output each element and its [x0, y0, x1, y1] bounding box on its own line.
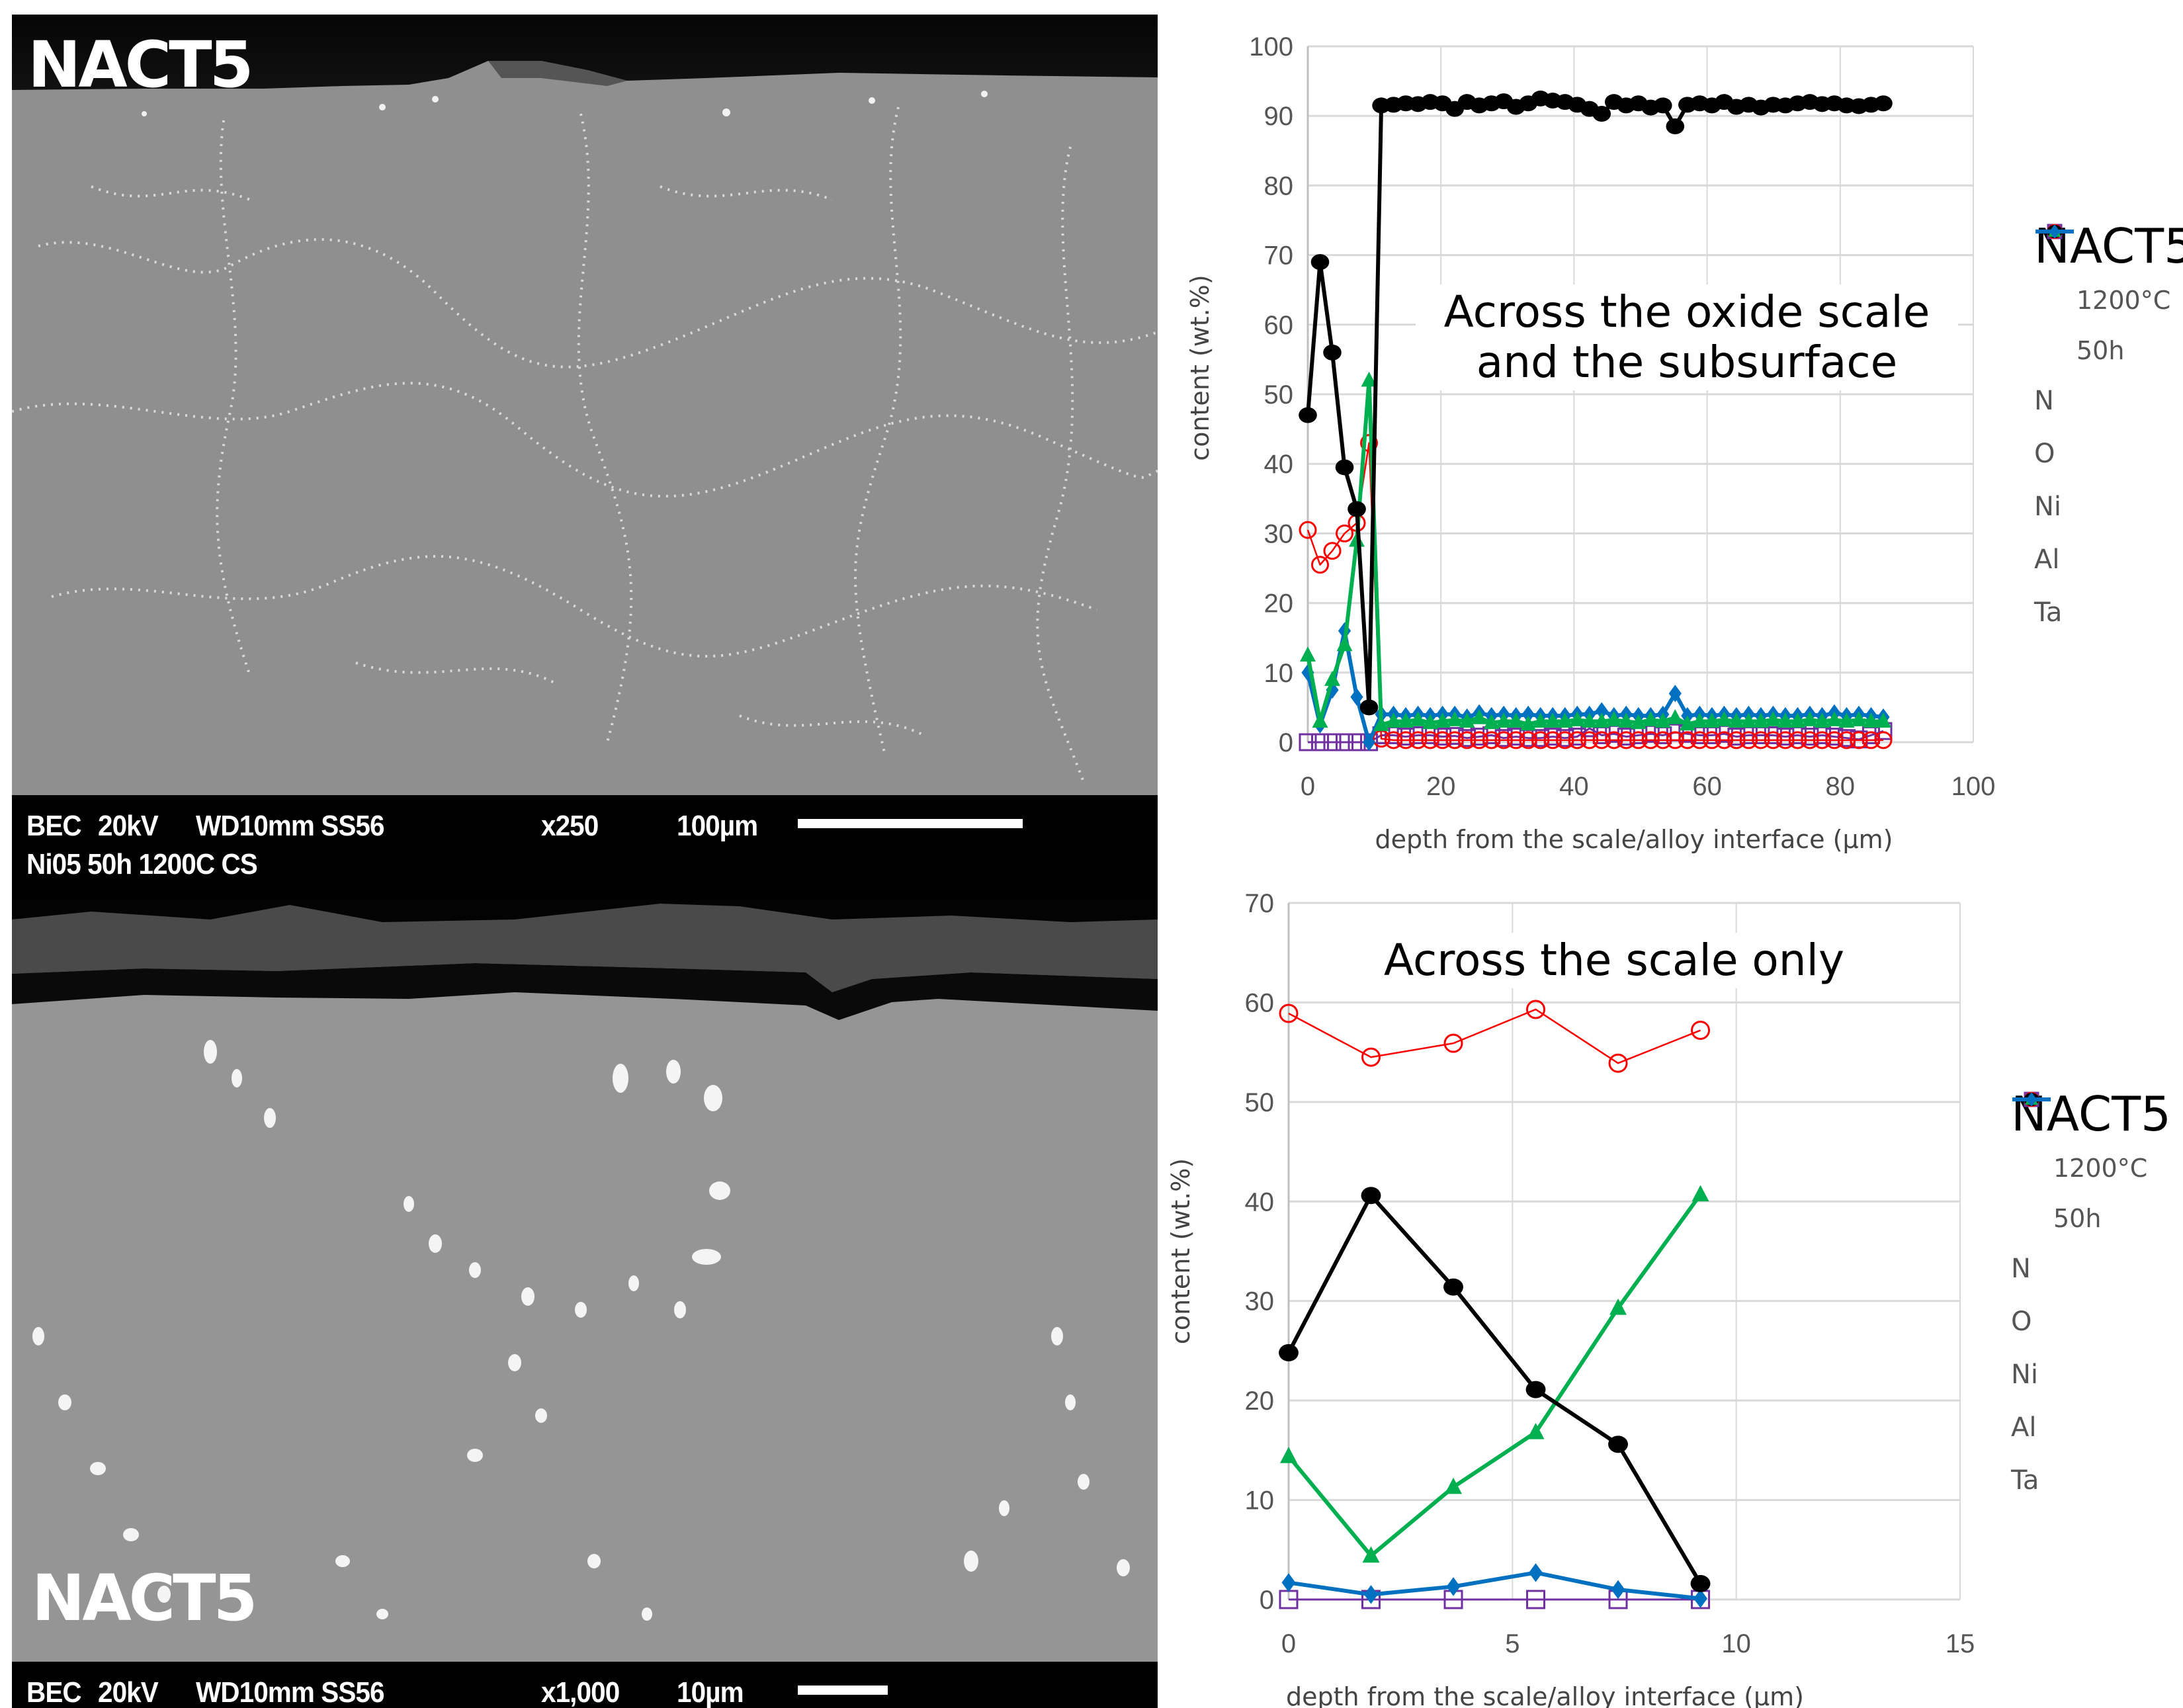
x-tick-label: 0: [1301, 772, 1315, 801]
sem-voltage: 20kV: [98, 1676, 159, 1708]
x-tick-label: 5: [1505, 1629, 1520, 1658]
y-tick-label: 30: [1264, 519, 1294, 548]
sem-image-top: NACT5: [12, 15, 1158, 795]
sem-mode: BEC: [26, 810, 82, 842]
legend-item-o: O: [2034, 224, 2183, 480]
y-tick-label: 30: [1245, 1287, 1275, 1316]
sem-micrograph-top-texture: [12, 15, 1158, 783]
gridlines: [1287, 902, 1961, 1601]
sem-scale-bar: [798, 819, 1023, 828]
chart-top: 0 10 20 30 40 50 60 70 80 90 100 0 20 40 60 80 100 depth …: [1185, 32, 2183, 854]
x-tick-label: 15: [1946, 1629, 1975, 1658]
legend-label: N: [2011, 1254, 2031, 1284]
series-ta: [1281, 1563, 1707, 1608]
x-tick-label: 0: [1281, 1629, 1296, 1658]
gridlines: [1306, 45, 1974, 744]
legend-label: Ta: [2034, 597, 2063, 628]
legend-label: Ni: [2011, 1359, 2039, 1390]
sem-image-bottom: NACT5: [12, 900, 1158, 1662]
legend-item-ta: Ta: [2034, 224, 2183, 639]
y-axis-label: content (wt.%): [1166, 1158, 1195, 1344]
legend-label: O: [2034, 439, 2055, 469]
sem-scale-bar: [798, 1686, 888, 1695]
chart-top-plot: 0 10 20 30 40 50 60 70 80 90 100 0 20 40 60 80 100 depth …: [1185, 32, 1996, 854]
legend-label: O: [2011, 1306, 2032, 1337]
y-tick-label: 10: [1264, 659, 1294, 688]
legend-label: Ta: [2011, 1465, 2039, 1496]
legend-duration: 50h: [2053, 1204, 2102, 1233]
y-tick-label: 80: [1264, 171, 1294, 200]
legend-items-bottom: N O Ni Al Ta: [2011, 1091, 2171, 1507]
y-tick-label: 0: [1260, 1586, 1274, 1615]
y-tick-label: 40: [1245, 1187, 1275, 1217]
diamond-marker-icon: [2012, 1092, 2051, 1107]
chart-bottom-annotation: Across the scale only: [1343, 933, 1885, 988]
legend-item-n: N: [2011, 1091, 2171, 1295]
x-tick-label: 80: [1826, 772, 1856, 801]
legend-item-ni: Ni: [2011, 1093, 2171, 1401]
y-tick-label: 70: [1245, 889, 1275, 918]
legend-duration: 50h: [2076, 336, 2125, 365]
legend-temperature: 1200°C: [2053, 1154, 2148, 1183]
series-o: [1279, 1000, 1711, 1073]
y-tick-label: 60: [1264, 311, 1294, 340]
series-al: [1280, 1185, 1709, 1563]
y-tick-label: 40: [1264, 450, 1294, 479]
x-axis-label: depth from the scale/alloy interface (µm…: [1375, 825, 1893, 854]
y-tick-label: 100: [1249, 32, 1293, 62]
series-ni: [1299, 90, 1893, 716]
sem-working-distance: WD10mm SS56: [196, 810, 385, 842]
sem-info-bar-top: BEC 20kV WD10mm SS56 x250 100µm Ni05 50h…: [12, 795, 1158, 900]
sem-info-bar-bottom: BEC 20kV WD10mm SS56 x1,000 10µm: [12, 1662, 1158, 1708]
diamond-marker-icon: [2035, 224, 2074, 239]
y-tick-label: 10: [1245, 1486, 1275, 1516]
sem-scale-label: 10µm: [677, 1676, 744, 1708]
x-tick-label: 100: [1951, 772, 1996, 801]
x-tick-label: 20: [1426, 772, 1456, 801]
legend-temperature: 1200°C: [2076, 286, 2171, 315]
y-tick-label: 70: [1264, 241, 1294, 271]
y-tick-label: 50: [1264, 380, 1294, 409]
x-tick-label: 10: [1721, 1629, 1751, 1658]
legend-items-top: N O Ni Al Ta: [2034, 224, 2183, 639]
legend-item-o: O: [2011, 1091, 2171, 1348]
sem-mode: BEC: [26, 1676, 82, 1708]
legend-item-ta: Ta: [2011, 1092, 2171, 1507]
chart-bottom: 0 10 20 30 40 50 60 70 0 5 10 15 depth from the scal…: [0, 860, 2183, 1708]
sem-magnification: x1,000: [541, 1676, 620, 1708]
y-axis-label: content (wt.%): [1185, 275, 1215, 460]
y-tick-label: 0: [1279, 728, 1293, 757]
chart-bottom-legend: NACT5 1200°C 50h N O Ni Al Ta: [2011, 1086, 2171, 1507]
sem-magnification: x250: [541, 810, 599, 842]
chart-top-annotation: Across the oxide scale and the subsurfac…: [1416, 284, 1958, 390]
y-tick-label: 20: [1264, 589, 1294, 619]
sem-micrograph-bottom-texture: [12, 900, 1158, 1621]
series-o: [1299, 434, 1893, 749]
y-tick-label: 60: [1245, 988, 1275, 1017]
legend-label: Al: [2034, 544, 2060, 575]
chart-top-legend: NACT5 1200°C 50h N O Ni Al Ta: [2034, 218, 2183, 639]
legend-item-al: Al: [2034, 224, 2183, 586]
y-tick-label: 20: [1245, 1387, 1275, 1416]
legend-item-n: N: [2034, 224, 2183, 427]
y-tick-label: 50: [1245, 1088, 1275, 1117]
series-al: [1300, 371, 1891, 732]
sem-sample-info: Ni05 50h 1200C CS: [26, 848, 258, 880]
legend-label: N: [2034, 386, 2054, 416]
legend-label: Ni: [2034, 491, 2062, 522]
x-axis-label: depth from the scale/alloy interface (µm…: [1286, 1682, 1804, 1708]
chart-bottom-plot: 0 10 20 30 40 50 60 70 0 5 10 15 depth from the scal…: [1166, 889, 1975, 1708]
legend-label: Al: [2011, 1412, 2037, 1443]
series-ni: [1279, 1187, 1711, 1592]
legend-item-al: Al: [2011, 1092, 2171, 1454]
sem-sample-label-top: NACT5: [28, 28, 253, 102]
y-tick-label: 90: [1264, 102, 1294, 131]
sem-sample-label-bottom: NACT5: [32, 1561, 257, 1635]
sem-scale-label: 100µm: [677, 810, 758, 842]
sem-working-distance: WD10mm SS56: [196, 1676, 385, 1708]
sem-voltage: 20kV: [98, 810, 159, 842]
x-tick-label: 40: [1559, 772, 1589, 801]
x-tick-label: 60: [1692, 772, 1722, 801]
legend-item-ni: Ni: [2034, 225, 2183, 533]
